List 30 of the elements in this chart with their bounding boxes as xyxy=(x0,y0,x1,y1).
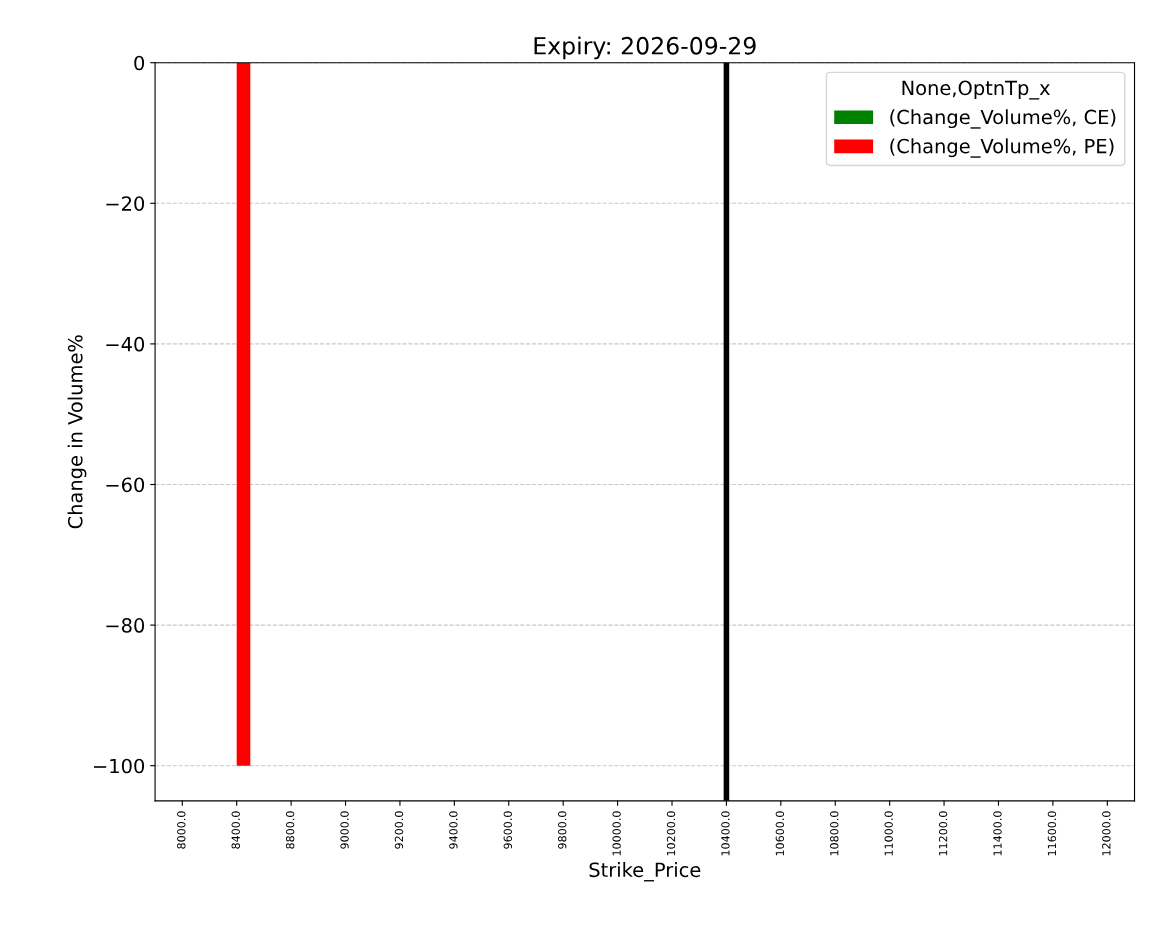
x-tick-label: 10400.0 xyxy=(721,811,730,856)
x-tick-label: 11400.0 xyxy=(993,811,1002,856)
legend-title: None,OptnTp_x xyxy=(902,80,1050,100)
y-tick-label: −40 xyxy=(106,336,145,352)
x-tick-label: 12000.0 xyxy=(1102,811,1111,856)
x-tick-label: 11200.0 xyxy=(938,811,948,856)
x-tick-label: 9400.0 xyxy=(449,811,458,849)
x-tick-label: 11600.0 xyxy=(1047,811,1057,856)
legend-label: (Change_Volume%, CE) xyxy=(890,109,1116,129)
x-tick-label: 10600.0 xyxy=(775,811,785,856)
x-tick-label: 11000.0 xyxy=(884,811,893,856)
y-tick-label: −100 xyxy=(94,758,145,774)
x-tick-label: 9000.0 xyxy=(340,811,349,849)
chart-title: Expiry: 2026-09-29 xyxy=(534,36,756,60)
x-tick-label: 10200.0 xyxy=(666,811,676,856)
x-tick-label: 10800.0 xyxy=(830,811,839,856)
y-tick-label: 0 xyxy=(134,55,145,71)
x-tick-label: 8400.0 xyxy=(231,811,240,849)
x-tick-label: 8800.0 xyxy=(285,811,295,849)
legend-label: (Change_Volume%, PE) xyxy=(890,138,1114,158)
x-tick-label: 9200.0 xyxy=(394,811,404,849)
y-tick-label: −80 xyxy=(106,618,145,633)
y-tick-label: −60 xyxy=(106,477,145,493)
x-tick-label: 8000.0 xyxy=(177,811,186,849)
x-tick-label: 9600.0 xyxy=(503,811,512,849)
x-tick-label: 9800.0 xyxy=(558,811,567,849)
x-axis-title: Strike_Price xyxy=(589,862,701,882)
y-tick-label: −20 xyxy=(106,196,145,211)
x-tick-label: 10000.0 xyxy=(612,811,621,856)
y-axis-title: Change in Volume% xyxy=(67,335,87,529)
